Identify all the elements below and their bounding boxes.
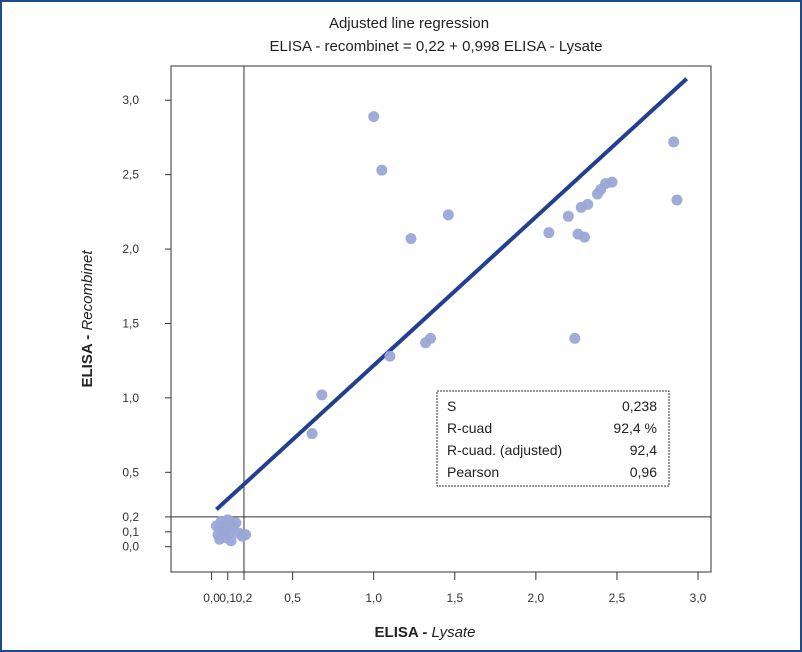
data-point [543, 227, 555, 239]
stat-value: 0,238 [622, 398, 657, 414]
data-point [405, 233, 417, 245]
y-tick-label: 1,0 [122, 391, 139, 405]
chart-subtitle: ELISA - recombinet = 0,22 + 0,998 ELISA … [270, 38, 603, 55]
y-tick-label: 1,5 [122, 316, 139, 330]
data-points [210, 111, 683, 547]
chart-title: Adjusted line regression [329, 15, 489, 32]
y-axis-label: ELISA - Recombinet [79, 250, 96, 388]
x-tick-label: 3,0 [690, 591, 707, 605]
stat-label: R-cuad. (adjusted) [447, 442, 562, 458]
y-tick-label: 0,5 [122, 465, 139, 479]
y-axis: 0,00,10,2 0,5 1,0 1,5 2,0 2,5 3,0 [122, 93, 171, 554]
y-tick-label: 2,0 [122, 242, 139, 256]
y-tick-label: 2,5 [122, 168, 139, 182]
y-axis-label-italic: Recombinet [79, 250, 96, 331]
x-axis-label-prefix: ELISA - [375, 624, 432, 641]
stat-label: S [447, 398, 456, 414]
y-tick-label: 3,0 [122, 93, 139, 107]
x-axis: 0,0 0,1 0,2 0,5 1,0 1,5 2,0 2,5 3,0 [203, 572, 707, 605]
stat-label: Pearson [447, 464, 499, 480]
x-tick-label: 1,5 [446, 591, 463, 605]
regression-line-group [215, 77, 689, 511]
data-point [230, 517, 242, 529]
stat-value: 92,4 [630, 442, 657, 458]
data-point [668, 136, 680, 148]
data-point [569, 332, 581, 344]
x-axis-label: ELISA - Lysate [375, 624, 476, 641]
data-point [316, 389, 328, 401]
stats-box-border [436, 390, 670, 487]
y-tick-label: 0,1 [122, 525, 139, 539]
x-axis-label-italic: Lysate [432, 624, 476, 641]
data-point [442, 209, 454, 221]
regression-line [215, 77, 689, 511]
data-point [225, 535, 237, 547]
y-tick-label: 0,0 [122, 540, 139, 554]
data-point [376, 164, 388, 176]
x-tick-label: 0,5 [284, 591, 301, 605]
data-point [579, 231, 591, 243]
data-point [606, 176, 618, 188]
data-point [562, 210, 574, 222]
x-tick-label: 2,0 [528, 591, 545, 605]
x-tick-label: 2,5 [609, 591, 626, 605]
y-axis-label-prefix: ELISA - [79, 331, 96, 388]
data-point [368, 111, 380, 123]
stats-box: S 0,238 R-cuad 92,4 % R-cuad. (adjusted) 92,4… [436, 390, 670, 487]
data-point [240, 529, 252, 541]
data-point [582, 198, 594, 210]
y-tick-label: 0,2 [122, 510, 139, 524]
data-point [424, 332, 436, 344]
x-tick-label: 0,2 [236, 591, 253, 605]
plot-area [170, 65, 712, 573]
stat-label: R-cuad [447, 420, 492, 436]
reference-lines [171, 66, 711, 572]
data-point [671, 194, 683, 206]
data-point [384, 350, 396, 362]
data-point [306, 428, 318, 440]
x-tick-label: 0,0 [203, 591, 220, 605]
stat-value: 0,96 [630, 464, 657, 480]
x-tick-label: 1,0 [365, 591, 382, 605]
stat-value: 92,4 % [613, 420, 657, 436]
x-tick-label: 0,1 [219, 591, 236, 605]
